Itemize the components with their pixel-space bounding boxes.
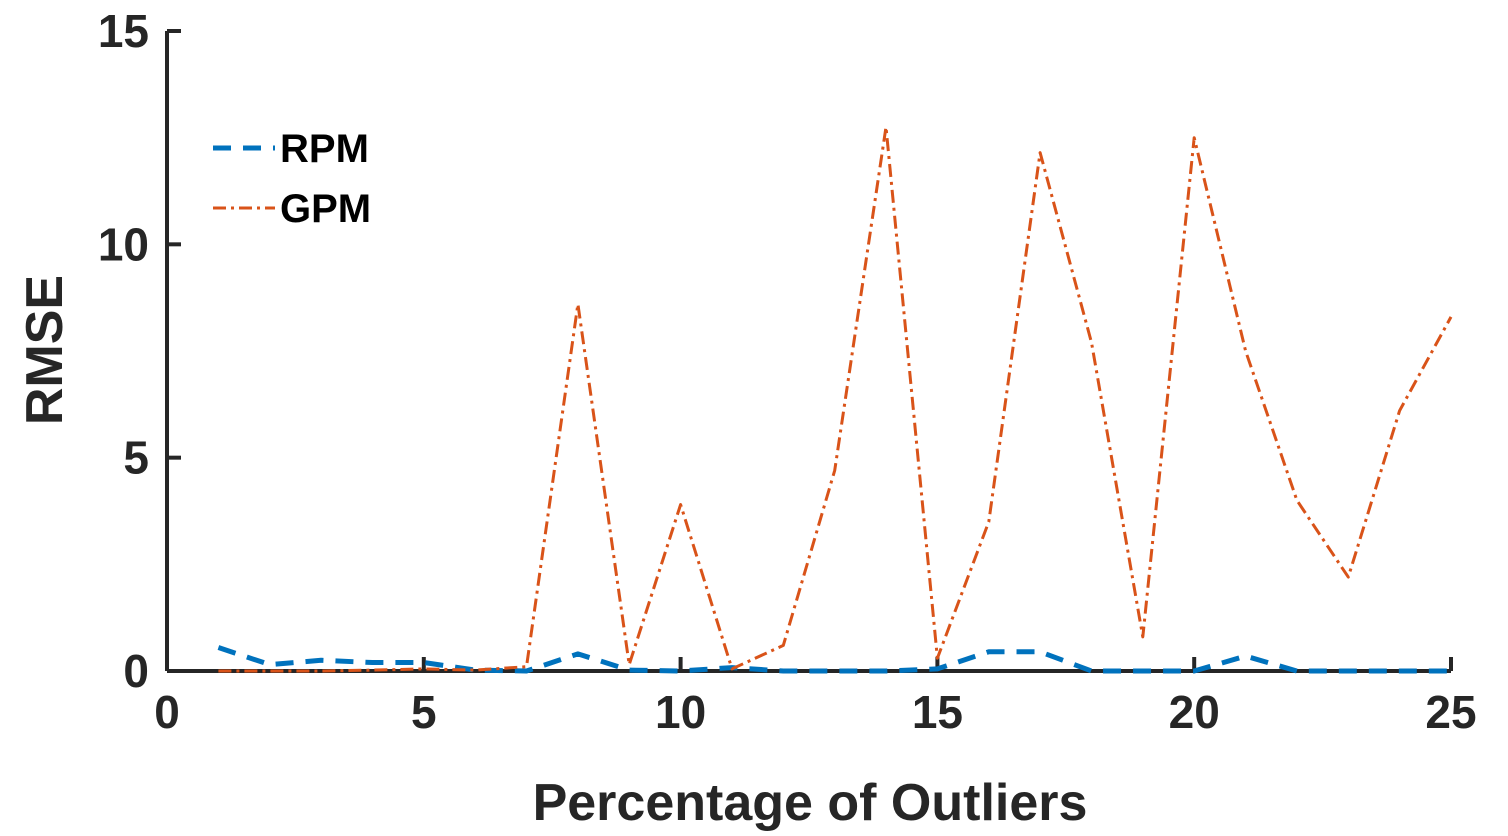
x-tick-label: 25 — [1425, 686, 1476, 738]
series-line-gpm — [218, 125, 1453, 673]
x-axis-ticks: 0 5 10 15 20 25 — [154, 657, 1477, 738]
y-tick-label: 15 — [98, 5, 149, 57]
legend-label-gpm: GPM — [280, 187, 371, 231]
x-tick-label: 0 — [154, 686, 180, 738]
x-tick-label: 20 — [1169, 686, 1220, 738]
y-tick-label: 5 — [123, 432, 149, 484]
y-axis-label: RMSE — [16, 275, 74, 425]
y-tick-label: 10 — [98, 218, 149, 270]
legend: RPM GPM — [213, 127, 371, 231]
x-axis-label: Percentage of Outliers — [533, 774, 1088, 832]
x-tick-label: 10 — [655, 686, 706, 738]
x-tick-label: 5 — [411, 686, 437, 738]
legend-label-rpm: RPM — [280, 127, 369, 171]
series-line-rpm — [217, 645, 1451, 674]
y-tick-label: 0 — [123, 645, 149, 697]
y-axis-ticks: 0 5 10 15 — [98, 5, 181, 697]
series-layer — [217, 125, 1453, 674]
x-tick-label: 15 — [912, 686, 963, 738]
